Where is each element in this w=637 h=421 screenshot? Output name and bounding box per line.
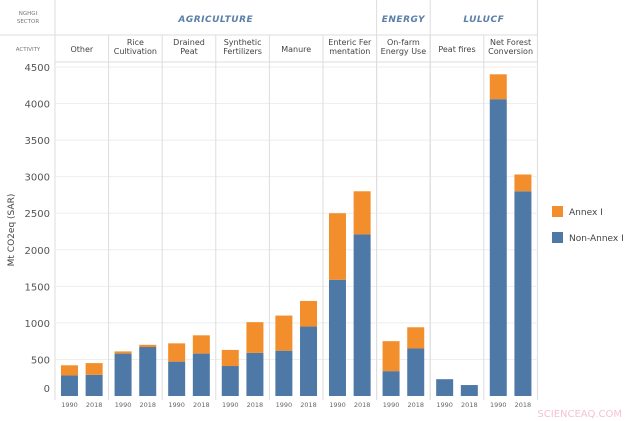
activity-label: Other [70,45,93,54]
activity-label: Peat fires [438,45,475,54]
bar-non-annex-i [114,353,132,396]
sector-label: AGRICULTURE [177,15,253,25]
bar-annex-i [85,363,103,375]
bar-annex-i [328,213,346,280]
y-axis-label: Mt CO2eq (SAR) [7,194,17,267]
bar-annex-i [353,191,371,235]
bar-annex-i [60,365,78,376]
bar-non-annex-i [168,361,186,396]
year-label: 2018 [139,401,156,409]
year-label: 1990 [222,401,239,409]
year-label: 2018 [407,401,424,409]
bar-annex-i [300,300,318,327]
sector-label: LULUCF [463,15,504,25]
bar-annex-i [382,341,400,372]
bar-annex-i [192,335,210,354]
activity-label: Cultivation [114,47,157,56]
year-label: 1990 [61,401,78,409]
bar-annex-i [514,174,532,192]
bar-non-annex-i [514,191,532,396]
sector-header-label: NGHGI [19,11,38,17]
bar-non-annex-i [139,347,157,396]
bar-non-annex-i [221,366,239,396]
activity-label: mentation [329,47,370,56]
activity-label: Energy Use [381,47,427,56]
bar-non-annex-i [192,353,210,396]
year-label: 2018 [461,401,478,409]
y-tick-label: 3000 [25,173,50,184]
bar-non-annex-i [246,352,264,396]
activity-label: Synthetic [224,38,262,47]
year-label: 1990 [490,401,507,409]
watermark: SCIENCEAQ.COM [537,409,622,420]
year-label: 1990 [329,401,346,409]
y-tick-label: 3500 [25,136,50,147]
bar-annex-i [139,344,157,348]
bar-non-annex-i [85,374,103,396]
year-label: 2018 [193,401,210,409]
legend-label: Annex I [569,208,603,218]
bar-non-annex-i [60,375,78,396]
y-tick-label: 4000 [25,100,50,111]
sector-header-label: SECTOR [17,19,39,25]
bar-annex-i [489,74,507,100]
y-tick-label: 500 [31,355,50,366]
bar-non-annex-i [460,385,478,396]
bar-annex-i [221,349,239,367]
activity-label: Drained [173,38,205,47]
y-tick-label: 1500 [25,282,50,293]
activity-label: Rice [127,38,144,47]
year-label: 2018 [300,401,317,409]
activity-label: Peat [180,47,198,56]
activity-label: Fertilizers [223,47,262,56]
bar-non-annex-i [275,350,293,396]
year-label: 1990 [168,401,185,409]
year-label: 2018 [515,401,532,409]
legend-swatch [552,232,563,243]
bar-annex-i [168,343,186,362]
year-label: 2018 [247,401,264,409]
year-label: 2018 [86,401,103,409]
activity-header-label: ACTIVITY [16,47,41,53]
bar-annex-i [114,351,132,354]
bar-annex-i [275,315,293,351]
legend-swatch [552,206,563,217]
year-label: 2018 [354,401,371,409]
year-label: 1990 [383,401,400,409]
sector-label: ENERGY [382,15,426,25]
activity-label: Net Forest [490,38,531,47]
activity-label: Enteric Fer [328,38,372,47]
year-label: 1990 [276,401,293,409]
bar-non-annex-i [407,348,425,396]
bar-non-annex-i [489,99,507,397]
activity-label: On-farm [387,38,420,47]
bar-non-annex-i [436,379,454,396]
bar-non-annex-i [328,279,346,396]
y-tick-label: 0 [44,384,50,395]
y-tick-label: 1000 [25,319,50,330]
bar-non-annex-i [382,371,400,396]
year-label: 1990 [436,401,453,409]
bar-annex-i [407,327,425,349]
bar-annex-i [246,322,264,353]
bar-non-annex-i [300,326,318,396]
activity-label: Conversion [488,47,533,56]
bar-non-annex-i [353,234,371,396]
y-tick-label: 2000 [25,246,50,257]
legend-label: Non-Annex I [569,234,624,244]
year-label: 1990 [115,401,132,409]
activity-label: Manure [281,45,311,54]
y-tick-label: 2500 [25,209,50,220]
y-tick-label: 4500 [25,63,50,74]
